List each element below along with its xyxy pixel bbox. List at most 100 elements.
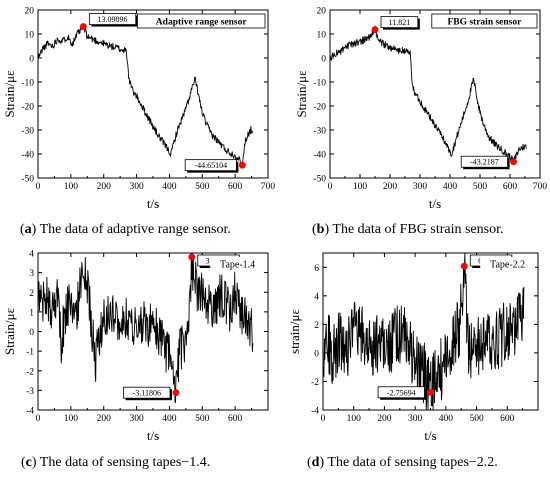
y-tick-label: 4 (29, 250, 34, 260)
legend-box (210, 257, 265, 271)
y-tick-label: -4 (311, 407, 319, 417)
x-axis-label: t/s (429, 196, 441, 211)
y-tick-label: 2 (29, 289, 34, 299)
y-tick-label: 1 (29, 308, 34, 318)
max-marker (460, 262, 468, 270)
x-tick-label: 300 (129, 182, 144, 192)
x-axis-label: t/s (147, 428, 159, 443)
y-tick-label: 4 (314, 292, 319, 302)
y-tick-label: 0 (29, 328, 34, 338)
y-tick-label: -30 (21, 127, 34, 137)
x-tick-label: 0 (36, 182, 41, 192)
x-tick-label: 200 (97, 182, 112, 192)
plot-frame (329, 9, 541, 179)
y-tick-label: -50 (21, 175, 34, 185)
callout-box (123, 386, 171, 399)
y-axis-label: Strain/με (2, 70, 17, 118)
legend-label: Tape-1.4 (220, 260, 255, 271)
series-line (329, 25, 527, 164)
x-tick-label: 300 (413, 182, 428, 192)
caption-d: (d) The data of sensing tapes−2.2. (307, 455, 498, 470)
max-marker (79, 23, 87, 30)
min-marker (427, 388, 434, 396)
y-axis-label: Strain/με (294, 70, 309, 118)
y-tick-label: -3 (26, 387, 34, 397)
max-marker (188, 253, 196, 261)
y-tick-label: 0 (29, 55, 34, 65)
series-line (37, 252, 254, 404)
x-tick-label: 500 (469, 414, 484, 424)
callout-box (460, 155, 508, 168)
y-tick-label: -4 (26, 407, 34, 417)
legend-label: Adaptive range sensor (156, 18, 248, 28)
x-tick-label: 100 (64, 182, 79, 192)
x-axis-label: t/s (424, 428, 436, 443)
x-tick-label: 500 (195, 182, 210, 192)
x-tick-label: 200 (383, 182, 398, 192)
min-value-label: -43.2187 (470, 158, 499, 167)
min-marker (172, 389, 180, 397)
y-tick-label: -10 (21, 79, 34, 89)
x-tick-label: 100 (64, 414, 79, 424)
x-tick-label: 200 (97, 414, 112, 424)
y-tick-label: 0 (321, 55, 326, 65)
callout-box (377, 386, 425, 399)
y-tick-label: -50 (313, 175, 326, 185)
callout-box (184, 159, 237, 172)
y-tick-label: 2 (314, 321, 319, 331)
legend-label: FBG strain sensor (447, 18, 522, 28)
y-tick-label: 0 (314, 349, 319, 359)
y-tick-label: -40 (313, 151, 326, 161)
y-tick-label: 20 (317, 7, 327, 17)
y-tick-label: 3 (29, 269, 34, 279)
y-tick-label: -10 (313, 79, 326, 89)
legend-box (136, 13, 266, 29)
x-tick-label: 400 (439, 414, 454, 424)
y-axis-label: strain/με (287, 309, 302, 354)
max-marker (371, 26, 379, 34)
x-tick-label: 100 (353, 182, 368, 192)
caption-c: (c) The data of sensing tapes−1.4. (21, 455, 211, 470)
min-marker (510, 158, 517, 166)
x-tick-label: 500 (195, 414, 210, 424)
x-tick-label: 300 (408, 414, 423, 424)
chart-panel-a: 0 100 200 300 400 500 600 700 -50 -40 -30 -20 -10 0 10… (2, 7, 276, 212)
chart-panel-c: 0 100 200 300 400 500 600 -4 -3 -2 -1 0 1 2 3 4 t/s Strai… (2, 250, 269, 443)
chart-panel-b: 0 100 200 300 400 500 600 700 -50 -40 -30 -20 -10 0 10… (294, 7, 547, 212)
min-value-label: -2.75694 (387, 388, 416, 397)
series-line (322, 252, 525, 411)
x-tick-label: 0 (36, 414, 41, 424)
y-axis-label: Strain/με (2, 307, 17, 355)
y-tick-label: 10 (317, 31, 327, 41)
y-tick-label: 6 (314, 264, 319, 274)
plot-frame (37, 9, 269, 179)
chart-panel-d: 0100200300400500600-4-20246t/sstrain/με6… (287, 252, 539, 443)
plot-frame (322, 252, 539, 411)
max-value-label: 13.09896 (98, 15, 128, 24)
y-tick-label: -30 (313, 127, 326, 137)
max-value-label: 11.821 (389, 18, 411, 27)
y-tick-label: 20 (25, 7, 35, 17)
x-tick-label: 0 (321, 414, 326, 424)
series-line (37, 24, 254, 168)
x-tick-label: 500 (473, 182, 488, 192)
callout-box (88, 13, 137, 25)
y-tick-label: -40 (21, 151, 34, 161)
y-tick-label: -20 (313, 103, 326, 113)
x-tick-label: 400 (443, 182, 458, 192)
caption-b: (b) The data of FBG strain sensor. (312, 222, 504, 237)
y-tick-label: -2 (26, 367, 34, 377)
y-tick-label: -20 (21, 103, 34, 113)
x-tick-label: 100 (347, 414, 362, 424)
min-value-label: -44.65104 (194, 161, 227, 170)
x-axis-label: t/s (147, 196, 159, 211)
min-value-label: -3.11806 (133, 389, 161, 398)
x-tick-label: 700 (261, 182, 276, 192)
y-tick-label: -1 (26, 348, 34, 358)
caption-a: (a) The data of adaptive range sensor. (20, 222, 231, 237)
y-tick-label: 10 (25, 31, 35, 41)
x-tick-label: 600 (503, 182, 518, 192)
x-tick-label: 400 (162, 182, 177, 192)
legend-box (431, 13, 538, 29)
